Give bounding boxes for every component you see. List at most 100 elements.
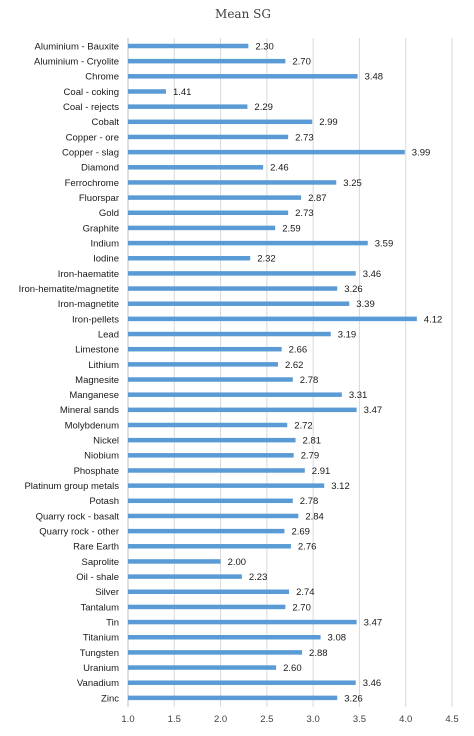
bar [128, 468, 305, 473]
data-label: 2.62 [285, 360, 304, 371]
bar [128, 74, 358, 79]
data-label: 2.87 [308, 193, 327, 204]
bar [128, 453, 294, 458]
bar [128, 149, 405, 155]
data-label: 3.47 [364, 617, 383, 628]
data-label: 3.25 [343, 178, 362, 189]
category-label: Cobalt [92, 117, 120, 128]
category-label: Iron-haematite [58, 269, 119, 280]
bar [128, 665, 277, 670]
data-label: 2.59 [282, 223, 301, 234]
bar [128, 695, 338, 701]
bar [128, 286, 338, 291]
category-label: Copper - ore [66, 132, 119, 143]
x-tick-label: 4.0 [399, 714, 412, 725]
data-label: 2.70 [292, 602, 311, 613]
category-label: Tin [106, 617, 119, 628]
bar [128, 498, 293, 504]
data-label: 2.46 [270, 163, 289, 174]
data-label: 3.19 [338, 329, 357, 340]
category-label: Nickel [93, 436, 119, 447]
data-label: 2.00 [228, 557, 247, 568]
bar [128, 316, 417, 322]
category-label: Tungsten [80, 648, 119, 659]
data-label: 2.81 [303, 436, 322, 447]
bars [128, 43, 417, 701]
bar [128, 255, 251, 261]
bar [128, 346, 282, 352]
x-axis-ticks: 1.0 1.5 2.0 2.5 3.0 3.5 4.0 4.5 [121, 714, 458, 725]
data-label: 2.29 [254, 102, 273, 113]
bar [128, 362, 278, 367]
value-labels: 2.30 2.70 3.48 1.41 2.29 2.99 2.73 3.99 2.46 3.25… [173, 41, 442, 704]
data-label: 2.99 [319, 117, 338, 128]
category-label: Diamond [81, 163, 119, 174]
data-label: 2.91 [312, 466, 331, 477]
data-label: 3.46 [363, 269, 382, 280]
data-label: 2.79 [301, 451, 320, 462]
category-label: Oil - shale [76, 572, 119, 583]
category-label: Manganese [69, 390, 119, 401]
data-label: 3.47 [364, 405, 383, 416]
bar [128, 407, 357, 413]
bar [128, 377, 293, 382]
category-label: Lithium [88, 360, 119, 371]
bar [128, 331, 331, 337]
bar [128, 634, 321, 640]
bar [128, 240, 368, 246]
bar [128, 604, 286, 610]
bar [128, 528, 285, 534]
bar [128, 392, 342, 397]
category-label: Mineral sands [60, 405, 119, 416]
category-label: Coal - rejects [63, 102, 119, 113]
bar [128, 422, 288, 428]
data-label: 2.78 [300, 496, 319, 507]
category-label: Chrome [85, 72, 119, 83]
bar [128, 589, 290, 595]
data-label: 2.70 [292, 57, 311, 68]
category-label: Aluminium - Bauxite [35, 41, 119, 52]
category-label: Indium [90, 238, 119, 249]
data-label: 1.41 [173, 87, 192, 98]
data-label: 2.66 [289, 345, 308, 356]
data-label: 2.32 [257, 254, 276, 265]
bar [128, 104, 248, 109]
category-label: Quarry rock - other [39, 527, 119, 538]
data-label: 2.72 [294, 420, 313, 431]
bar [128, 165, 264, 170]
data-label: 2.30 [255, 41, 273, 52]
category-label: Iron-hematite/magnetite [19, 284, 119, 295]
bar [128, 58, 286, 64]
x-tick-label: 1.0 [121, 714, 134, 725]
bar [128, 119, 313, 125]
x-tick-label: 2.0 [214, 714, 227, 725]
category-label: Aluminium - Cryolite [34, 57, 119, 68]
gridlines [127, 38, 453, 707]
data-label: 2.88 [309, 648, 328, 659]
category-label: Limestone [75, 345, 119, 356]
category-label: Uranium [83, 663, 119, 674]
bar [128, 483, 325, 488]
x-tick-label: 3.0 [307, 714, 320, 725]
bar [128, 271, 356, 276]
category-label: Iron-pellets [72, 314, 119, 325]
category-label: Iodine [93, 254, 119, 265]
data-label: 3.46 [363, 678, 382, 689]
bar [128, 134, 289, 140]
data-label: 3.26 [344, 284, 363, 295]
category-label: Platinum group metals [24, 481, 119, 492]
category-label: Iron-magnetite [58, 299, 119, 310]
data-label: 3.99 [412, 148, 431, 159]
category-label: Molybdenum [65, 420, 119, 431]
category-label: Zinc [101, 693, 119, 704]
data-label: 3.48 [365, 72, 384, 83]
bar [128, 619, 357, 625]
category-label: Phosphate [74, 466, 119, 477]
data-label: 2.84 [305, 511, 324, 522]
data-label: 3.08 [328, 633, 347, 644]
category-label: Titanium [83, 633, 119, 644]
data-label: 2.69 [291, 527, 310, 538]
category-label: Magnesite [75, 375, 119, 386]
category-label: Copper - slag [62, 148, 119, 159]
bar [128, 544, 291, 549]
